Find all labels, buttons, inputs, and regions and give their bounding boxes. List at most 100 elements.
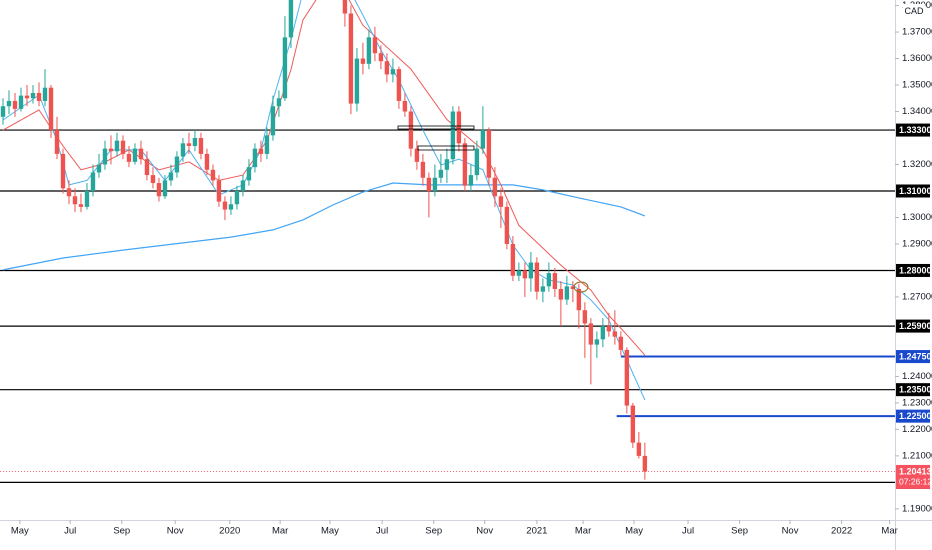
candle-body [414,148,420,162]
y-tick-label: 1.19000 [902,503,932,514]
candle-body [114,140,120,152]
candle-body [0,106,6,117]
price-level-box [896,319,930,333]
y-tick-label: 1.22000 [902,424,932,435]
price-level-label: 1.28000 [899,265,932,275]
y-tick-label: 1.24000 [902,371,932,382]
candles [0,0,648,480]
moving-average [2,182,646,271]
candle-body [582,310,588,324]
candle-body [186,143,192,146]
candle-body [516,270,522,276]
candle-body [438,169,444,178]
candle-body [492,177,498,197]
price-level-label: 1.25900 [899,321,932,331]
candle-body [468,175,474,186]
candle-body [36,92,42,101]
candle-body [120,140,126,154]
candle-body [486,130,492,178]
candle-body [48,87,54,131]
candle-body [168,172,174,181]
candle-body [276,98,282,107]
unit-box [903,4,925,18]
candle-body [522,270,528,279]
x-tick-label: 2020 [219,526,240,537]
candle-body [588,323,594,345]
candle-body [642,455,648,472]
candle-body [270,106,276,136]
candle-body [540,286,546,292]
x-tick-label: Nov [476,526,493,537]
price-level-box [896,123,930,137]
plot-area [0,0,895,483]
y-tick-label: 1.21000 [902,450,932,461]
candle-body [54,130,60,154]
candle-body [618,336,624,350]
candle-body [366,37,372,64]
price-level-box [896,383,930,397]
drawn-box [417,145,475,151]
y-tick-label: 1.23000 [902,397,932,408]
candle-body [474,148,480,176]
candle-body [396,69,402,101]
candle-body [408,111,414,149]
x-tick-label: 2021 [526,526,547,537]
y-tick-label: 1.27000 [902,291,932,302]
candle-body [222,201,228,210]
x-tick-label: Jul [376,526,388,537]
y-tick-label: 1.35000 [902,80,932,91]
candle-body [90,172,96,191]
candle-body [72,196,78,205]
x-tick-label: Jul [64,526,76,537]
candle-body [150,175,156,184]
x-tick-label: Mar [575,526,591,537]
x-tick-label: May [11,526,29,537]
drawn-circle [573,281,589,293]
candle-body [444,159,450,170]
candle-body [606,326,612,332]
price-level-label: 1.24750 [899,351,932,361]
candle-body [282,37,288,99]
candle-body [210,169,216,181]
candle-body [558,289,564,300]
countdown-label: 07:26:12 [899,477,932,487]
price-level-box [896,184,930,198]
moving-average [2,0,646,356]
candle-body [18,95,24,109]
candle-body [246,167,252,181]
candle-body [108,148,114,152]
x-tick-label: May [321,526,339,537]
candle-body [564,286,570,300]
candle-body [360,58,366,64]
y-tick-label: 1.30000 [902,212,932,223]
candle-body [534,262,540,292]
candle-body [156,183,162,197]
candle-body [342,0,348,14]
candle-body [402,100,408,112]
y-tick-label: 1.36000 [902,53,932,64]
x-tick-label: Nov [167,526,184,537]
x-tick-label: 2022 [831,526,852,537]
candle-body [192,138,198,146]
candle-body [420,161,426,178]
candle-body [594,339,600,345]
candle-body [132,148,138,162]
candle-body [426,177,432,191]
candle-body [546,273,552,287]
candle-body [204,153,210,170]
candle-body [24,95,30,99]
x-tick-label: Jul [682,526,694,537]
price-level-label: 1.22500 [899,411,932,421]
x-tick-label: Sep [425,526,442,537]
candle-body [504,206,510,244]
drawn-box [397,125,475,130]
axes: 1.380001.370001.360001.350001.340001.320… [11,0,932,536]
candle-body [240,180,246,191]
price-level-label: 1.33300 [899,125,932,135]
drawings [397,125,589,293]
price-level-box [896,409,930,423]
x-tick-label: Nov [782,526,799,537]
y-tick-label: 1.37000 [902,27,932,38]
x-tick-label: May [625,526,643,537]
